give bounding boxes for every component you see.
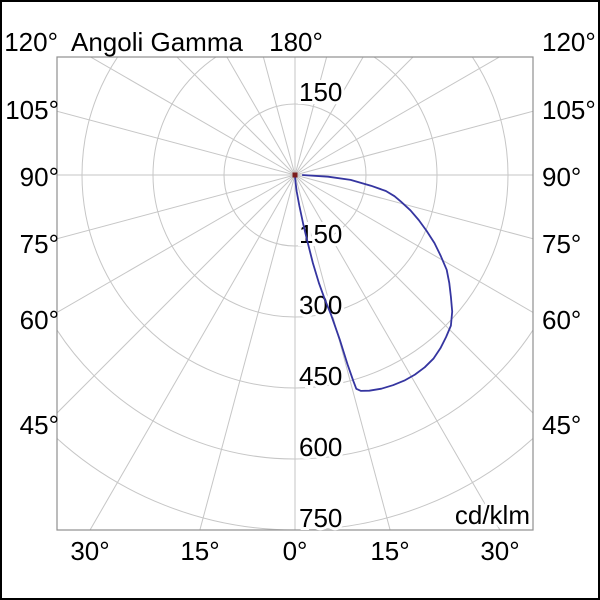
gamma-label-bottom-30r: 30° [480,536,520,566]
gamma-label-left-60: 60° [19,305,59,335]
gamma-label-top-right: 120° [542,27,596,57]
radial-tick-label-450: 450 [299,361,342,391]
grid-ray-150 [294,57,364,176]
grid-ray-330 [89,174,296,530]
grid-ray-255 [57,110,296,176]
grid-ray-15 [294,174,391,530]
grid-ray-120 [294,57,501,176]
grid-ray-30 [294,174,501,530]
gamma-label-right-105: 105° [542,95,596,125]
gamma-label-right-60: 60° [542,305,582,335]
grid-ray-195 [262,57,296,176]
grid-ray-60 [294,174,533,313]
grid-ray-105 [294,110,533,176]
grid-ray-240 [89,57,296,176]
gamma-label-right-75: 75° [542,229,582,259]
gamma-label-right-90: 90° [542,162,582,192]
plot-frame [56,56,534,531]
grid-ray-315 [57,174,296,414]
gamma-label-left-75: 75° [19,229,59,259]
intensity-curve [294,174,454,392]
radial-tick-label-750: 750 [299,503,342,533]
gamma-label-180: 180° [269,27,323,57]
grid-ray-285 [57,174,296,240]
pole-marker [292,172,298,178]
radial-tick-label-300: 300 [299,290,342,320]
gamma-label-left-105: 105° [5,95,59,125]
grid-ray-165 [294,57,328,176]
chart-title: Angoli Gamma [71,27,243,57]
grid-ray-135 [294,57,414,176]
gamma-label-bottom-30l: 30° [70,536,110,566]
gamma-label-top-left: 120° [4,27,58,57]
unit-label: cd/klm [455,500,530,530]
grid-ray-225 [176,57,296,176]
gamma-label-bottom-15l: 15° [180,536,220,566]
grid-ray-45 [294,174,533,414]
grid-ray-75 [294,174,533,240]
grid-ray-345 [199,174,296,530]
gamma-label-bottom-0: 0° [282,536,308,566]
gamma-label-right-45: 45° [542,410,582,440]
gamma-label-left-45: 45° [19,410,59,440]
radial-tick-label-upper-150: 150 [299,77,342,107]
radial-tick-label-600: 600 [299,432,342,462]
gamma-label-bottom-15r: 15° [370,536,410,566]
grid-ray-300 [57,174,296,313]
gamma-label-left-90: 90° [19,162,59,192]
grid-ray-210 [226,57,296,176]
